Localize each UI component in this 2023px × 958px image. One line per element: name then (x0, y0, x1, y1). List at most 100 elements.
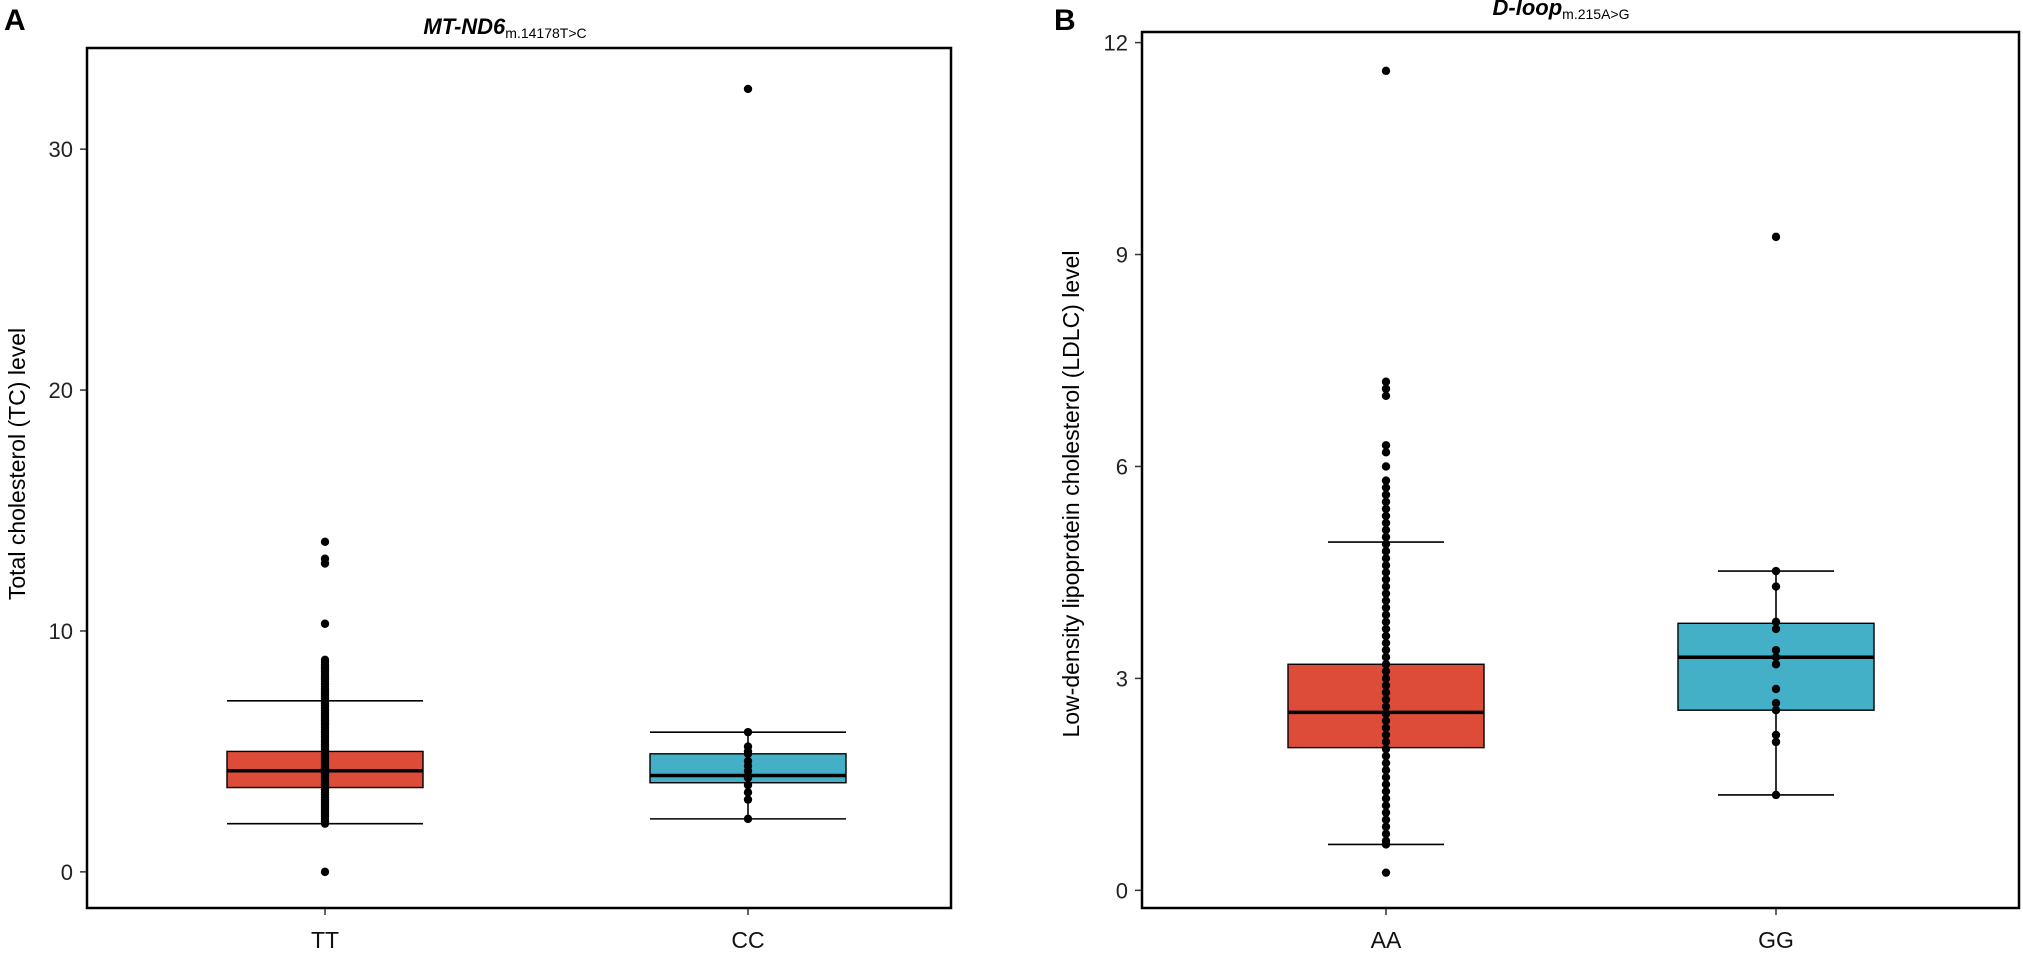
panel-b-aa-point (1381, 441, 1391, 450)
panel-b-aa-point (1381, 638, 1391, 648)
panel-b-gg-point (1771, 566, 1781, 576)
panel-a-cc-point (743, 742, 753, 751)
panel-b-gg-point (1771, 684, 1781, 694)
panel-b-aa-point (1381, 787, 1391, 796)
panel-b-aa-point (1381, 751, 1391, 761)
panel-b-gg-point (1771, 617, 1781, 627)
panel-a-frame (85, 46, 953, 910)
panel-b-aa-point (1381, 808, 1391, 817)
panel-a-y-tick-label: 10 (49, 619, 73, 644)
panel-b: B D-loopm.215A>G Low-density lipoprotein… (1054, 0, 2021, 953)
panel-b-y-tick-label: 0 (1116, 878, 1128, 903)
panel-a-cc-point (743, 795, 753, 804)
panel-b-gg-point (1771, 582, 1781, 591)
panel-b-title-subscript: m.215A>G (1562, 6, 1629, 22)
panel-a-tt-point (320, 619, 330, 628)
panel-b-frame (1140, 30, 2021, 910)
panel-b-aa-point (1381, 568, 1391, 577)
panel-b-aa-point (1381, 801, 1391, 810)
panel-b-aa-point (1381, 766, 1391, 775)
panel-a-tt-point (320, 867, 330, 877)
panel-b-aa-point (1381, 497, 1391, 506)
panel-b-aa-point (1381, 384, 1391, 393)
panel-b-gg-point (1771, 790, 1781, 800)
panel-a-y-tick-label: 0 (61, 860, 73, 885)
panel-b-aa-point (1381, 744, 1391, 754)
panel-b-aa-point (1381, 511, 1391, 521)
panel-b-aa-point (1381, 554, 1391, 563)
panel-a-cc-point (743, 727, 753, 737)
panel-b-aa-point (1381, 539, 1391, 549)
panel-b-aa-point (1381, 794, 1391, 803)
panel-b-aa-point (1381, 737, 1391, 747)
panel-b-gg-point (1771, 653, 1781, 662)
panel-a-y-axis-label: Total cholesterol (TC) level (4, 328, 30, 600)
panel-b-aa-point (1381, 674, 1391, 683)
panel-b-aa-point (1381, 667, 1391, 676)
panel-b-title: D-loopm.215A>G (1493, 0, 1630, 22)
panel-b-aa-point (1381, 582, 1391, 591)
panel-b-aa-point (1381, 688, 1391, 697)
panel-a-y-tick-label: 20 (49, 378, 73, 403)
panel-b-aa-point (1381, 758, 1391, 768)
panel-b-aa-point (1381, 448, 1391, 457)
panel-a-x-tick-label: CC (731, 927, 764, 953)
panel-b-aa-point (1381, 822, 1391, 831)
panel-a-title: MT-ND6m.14178T>C (423, 14, 586, 41)
panel-b-x-tick-label: GG (1758, 927, 1794, 953)
panel-a-letter: A (4, 4, 26, 37)
panel-b-aa-point (1381, 624, 1391, 634)
panel-b-y-tick-label: 3 (1116, 666, 1128, 691)
panel-b-gg-point (1771, 737, 1781, 747)
panel-a-cc-point (743, 814, 753, 824)
panel-b-aa-point (1381, 391, 1391, 401)
panel-b-aa-point (1381, 702, 1391, 711)
panel-b-plot-area: 0 3 6 9 12 AA GG (1104, 31, 1875, 953)
panel-b-gg-point (1771, 730, 1781, 740)
panel-b-letter: B (1054, 4, 1076, 37)
panel-b-title-main: D-loop (1493, 0, 1563, 20)
panel-b-gg-point (1771, 645, 1781, 655)
panel-b-aa-point (1381, 610, 1391, 620)
panel-b-aa-point (1381, 575, 1391, 584)
panel-b-aa-point (1381, 617, 1391, 627)
panel-b-aa-point (1381, 773, 1391, 782)
panel-b-aa-point (1381, 660, 1391, 669)
panel-b-aa-point (1381, 653, 1391, 662)
panel-b-gg-point (1771, 660, 1781, 669)
panel-b-y-tick-label: 6 (1116, 454, 1128, 479)
panel-b-gg-point (1771, 698, 1781, 708)
panel-a-cc-point (743, 780, 753, 790)
panel-b-aa-point (1381, 631, 1391, 641)
panel-b-gg-point (1771, 232, 1781, 242)
panel-b-aa-point (1381, 518, 1391, 528)
panel-a: A MT-ND6m.14178T>C Total cholesterol (TC… (4, 4, 953, 953)
panel-b-aa-point (1381, 532, 1391, 542)
panel-b-aa-point (1381, 589, 1391, 598)
panel-a-x-tick-label: TT (311, 927, 339, 953)
panel-a-tt-point (320, 655, 330, 665)
panel-b-aa-point (1381, 829, 1391, 839)
panel-b-aa-point (1381, 709, 1391, 718)
panel-b-aa-point (1381, 547, 1391, 556)
panel-b-aa-point (1381, 645, 1391, 655)
panel-b-aa-point (1381, 596, 1391, 605)
panel-b-aa-point (1381, 377, 1391, 386)
panel-b-gg-point (1771, 705, 1781, 715)
panel-b-aa-point (1381, 716, 1391, 725)
panel-b-aa-point (1381, 561, 1391, 570)
panel-b-aa-point (1381, 868, 1391, 877)
panel-b-aa-point (1381, 695, 1391, 704)
panel-b-y-tick-label: 12 (1104, 31, 1128, 56)
panel-a-title-subscript: m.14178T>C (505, 25, 586, 41)
panel-b-aa-point (1381, 780, 1391, 789)
panel-a-cc-point (743, 788, 753, 797)
panel-a-title-main: MT-ND6 (423, 14, 506, 39)
panel-b-aa-point (1381, 815, 1391, 824)
panel-a-cc-point (743, 756, 753, 766)
panel-b-aa-point (1381, 462, 1391, 471)
panel-b-aa-point (1381, 603, 1391, 612)
panel-b-y-tick-label: 9 (1116, 243, 1128, 268)
panel-b-gg-point (1771, 624, 1781, 634)
